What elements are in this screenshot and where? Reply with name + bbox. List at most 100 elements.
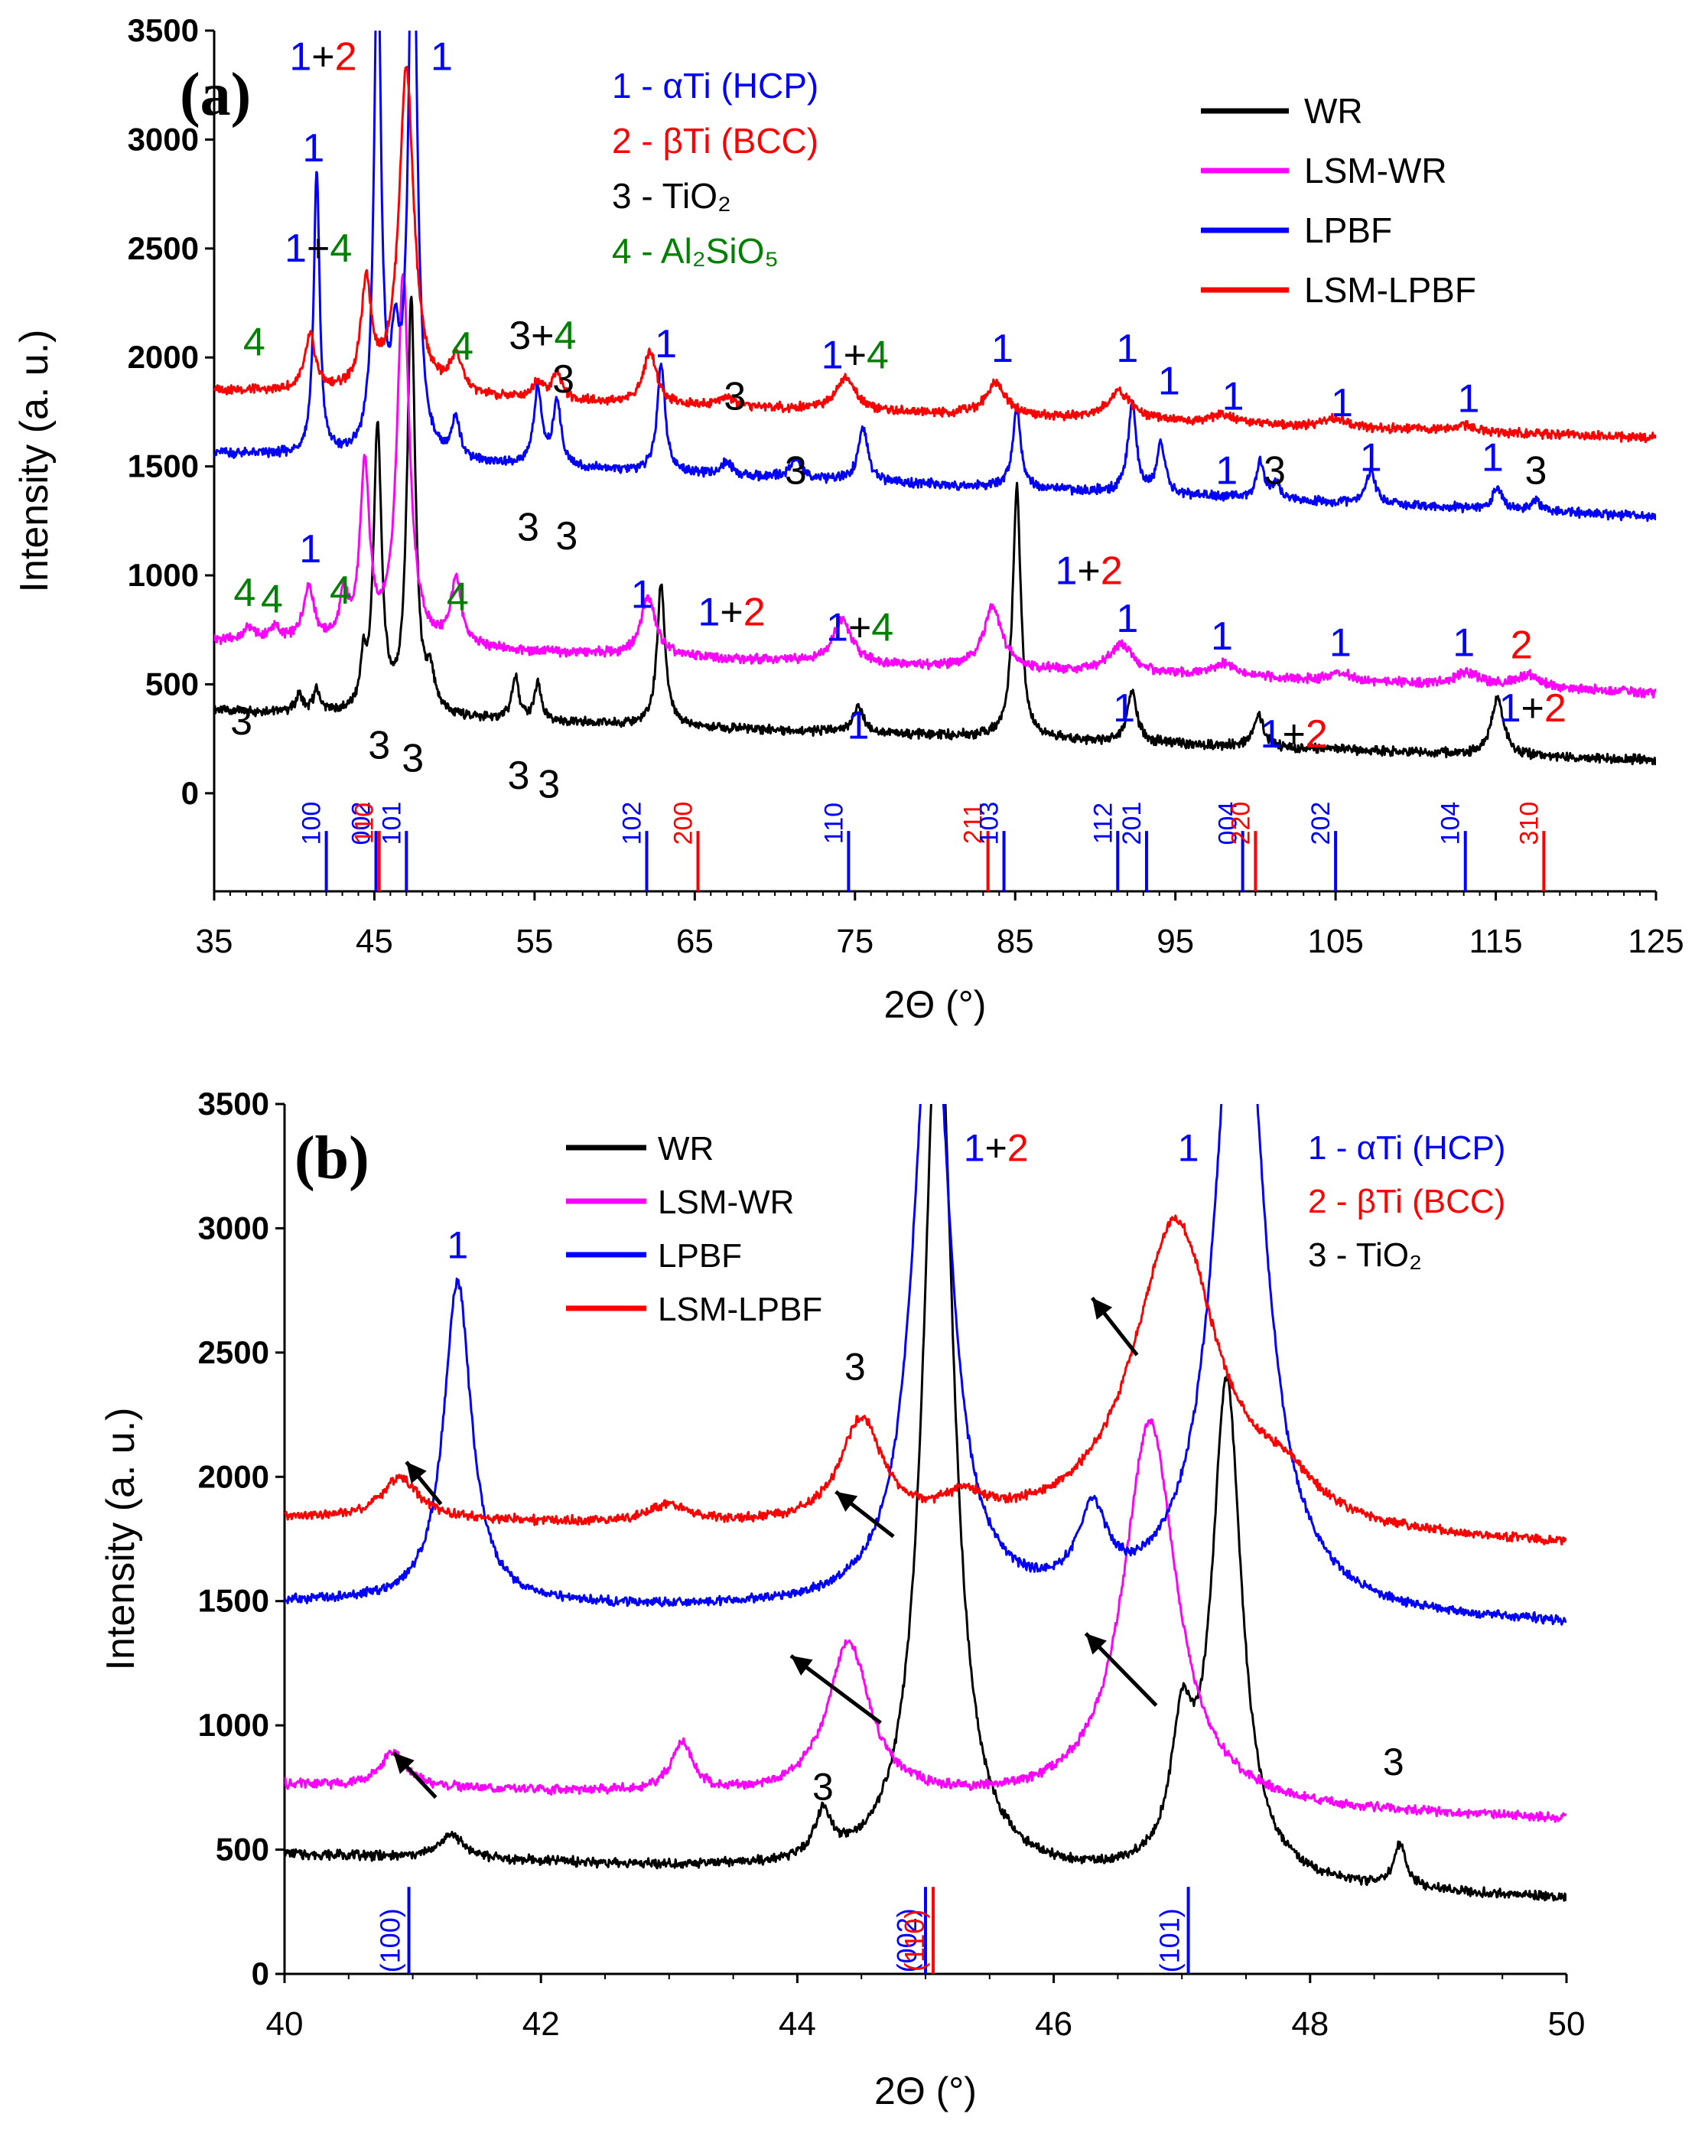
peak-annotation: 4 xyxy=(233,571,255,615)
y-tick-label: 2500 xyxy=(128,230,199,266)
peak-annotation-part: 4 xyxy=(233,571,255,615)
peak-annotation-part: 1 xyxy=(991,327,1013,371)
reference-hkl-label: 220 xyxy=(1226,802,1255,845)
peak-annotation-part: 3 xyxy=(402,736,424,780)
peak-annotation: 3 xyxy=(724,375,746,419)
peak-annotation-part: 2 xyxy=(1101,549,1123,593)
reference-hkl-label: 100 xyxy=(298,802,327,845)
peak-annotation-part: 2 xyxy=(1511,623,1533,667)
peak-annotation-part: + xyxy=(311,34,334,79)
phase-key-entry: 4 - Al₂SiO₅ xyxy=(612,231,779,271)
peak-annotation-part: 1 xyxy=(1116,597,1138,641)
legend-label: LSM-LPBF xyxy=(1304,270,1476,310)
peak-annotation: 1+2 xyxy=(289,34,356,79)
peak-annotation: 1 xyxy=(1116,327,1138,371)
reference-hkl-label: (110) xyxy=(899,1910,930,1972)
reference-hkl-label: (101) xyxy=(1154,1908,1186,1972)
peak-annotation: 1 xyxy=(1360,435,1382,480)
peak-annotation-part: 1 xyxy=(631,573,653,617)
peak-annotation: 3 xyxy=(1264,448,1286,493)
peak-annotation-part: 3 xyxy=(230,699,252,744)
x-tick-label: 55 xyxy=(516,923,553,960)
peak-annotation: 1 xyxy=(1215,448,1238,493)
series-line-lsm-wr xyxy=(214,273,1656,699)
legend-label: WR xyxy=(658,1130,714,1168)
peak-annotation: 4 xyxy=(243,320,265,364)
peak-annotation: 1 xyxy=(447,1223,468,1266)
reference-hkl-label: 310 xyxy=(1514,802,1544,845)
peak-annotation-part: 3 xyxy=(507,754,529,798)
reference-hkl-label: (002) xyxy=(891,1908,922,1972)
series-line-wr xyxy=(214,295,1656,766)
series-line-lsm-lpbf xyxy=(285,1214,1566,1545)
y-tick-label: 500 xyxy=(145,666,199,702)
x-tick-label: 48 xyxy=(1291,2005,1329,2043)
panel-letter: (a) xyxy=(180,61,251,129)
peak-annotation-part: 3 xyxy=(538,763,560,807)
peak-annotation: 4 xyxy=(261,577,283,621)
peak-annotation-part: + xyxy=(720,591,743,635)
curves xyxy=(285,1104,1566,1902)
x-tick-label: 75 xyxy=(836,923,874,960)
reference-hkl-label: 110 xyxy=(819,803,848,844)
peak-annotation: 1 xyxy=(1116,597,1138,641)
peak-annotation-part: 1 xyxy=(698,591,720,635)
y-axis-label: Intensity (a. u.) xyxy=(12,330,57,593)
peak-annotation: 1 xyxy=(1178,1127,1199,1170)
peak-annotation-part: 1 xyxy=(1261,712,1283,757)
peak-annotation-part: 4 xyxy=(867,333,889,377)
peak-annotation: 1 xyxy=(1457,376,1479,421)
x-axis-label: 2Θ (°) xyxy=(874,2070,977,2112)
phase-key-entry: 3 - TiO₂ xyxy=(1308,1236,1422,1274)
peak-annotation: 1+4 xyxy=(285,226,352,271)
y-tick-label: 2000 xyxy=(128,339,199,375)
x-tick-label: 65 xyxy=(676,923,714,960)
peak-annotation: 1+2 xyxy=(1055,549,1122,593)
peak-annotation-part: 3 xyxy=(1264,448,1286,493)
peak-annotation-part: 2 xyxy=(743,591,766,635)
peak-annotation-part: + xyxy=(985,1127,1007,1170)
y-tick-label: 3000 xyxy=(128,121,199,157)
peak-annotation-part: 1 xyxy=(826,605,848,650)
peak-annotation: 1 xyxy=(1482,435,1504,480)
peak-annotation-part: 1 xyxy=(1360,435,1382,480)
peak-annotation-part: 1 xyxy=(1457,376,1479,421)
series-line-lpbf xyxy=(214,31,1656,523)
peak-annotation: 3 xyxy=(552,357,574,402)
peak-annotation: 3 xyxy=(844,1346,866,1389)
legend-label: LSM-WR xyxy=(1304,151,1447,191)
peak-annotation-part: 4 xyxy=(330,226,352,271)
peak-annotation-part: + xyxy=(1282,712,1305,757)
x-tick-label: 42 xyxy=(522,2005,560,2043)
peak-annotation-part: + xyxy=(848,605,871,650)
peak-annotation-part: 4 xyxy=(243,320,265,364)
peak-annotation: 3+4 xyxy=(509,314,576,358)
peak-annotation: 2 xyxy=(1511,623,1533,667)
peak-annotation: 3 xyxy=(785,448,807,493)
peak-annotation-part: 1 xyxy=(1113,686,1135,731)
peak-annotation-part: 4 xyxy=(261,577,283,621)
reference-hkl-label: 112 xyxy=(1088,803,1118,844)
peak-annotation-part: 1 xyxy=(285,226,307,271)
shift-arrow-head xyxy=(791,1656,813,1676)
peak-annotation: 1 xyxy=(1329,620,1352,665)
peak-annotation: 3 xyxy=(230,699,252,744)
shift-arrow-head xyxy=(835,1491,858,1512)
y-tick-label: 3500 xyxy=(128,12,199,48)
peak-annotation: 3 xyxy=(517,505,539,549)
phase-key-entry: 1 - αTi (HCP) xyxy=(612,66,818,106)
peak-annotation-part: + xyxy=(531,314,554,358)
peak-annotation: 3 xyxy=(812,1766,834,1809)
y-tick-label: 500 xyxy=(216,1832,269,1868)
peak-annotation-part: 1 xyxy=(964,1127,985,1170)
x-tick-label: 50 xyxy=(1548,2005,1586,2043)
peak-annotation-part: 3 xyxy=(555,514,577,559)
peak-annotation-part: 1 xyxy=(1482,435,1504,480)
x-tick-label: 105 xyxy=(1307,923,1363,960)
reference-hkl-label: 104 xyxy=(1436,802,1466,845)
x-tick-label: 35 xyxy=(196,923,233,960)
reference-hkl-label: 202 xyxy=(1306,802,1335,845)
peak-annotation-part: 3 xyxy=(517,505,539,549)
